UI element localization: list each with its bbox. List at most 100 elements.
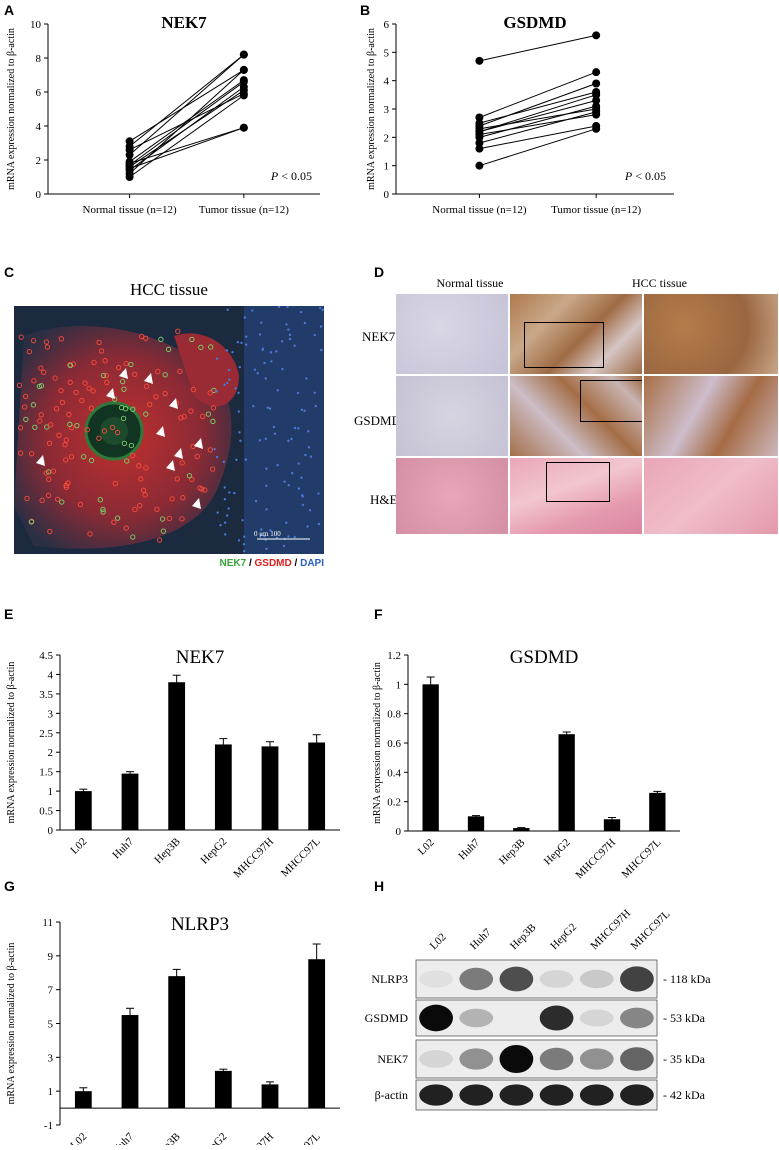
row-label-gsdmd: GSDMD <box>354 413 401 428</box>
nucleus <box>263 535 266 538</box>
y-tick-label: 5 <box>48 1019 54 1031</box>
point-normal <box>475 139 484 147</box>
cell <box>143 383 150 389</box>
pair-line <box>479 71 597 118</box>
cell <box>158 336 164 342</box>
cell <box>165 346 172 352</box>
band <box>499 966 534 992</box>
band <box>539 1047 574 1071</box>
nucleus <box>273 432 277 436</box>
blot-size: - 42 kDa <box>663 1088 706 1102</box>
y-tick-label: 1 <box>48 1086 54 1098</box>
cell <box>179 460 185 466</box>
cell <box>123 525 129 531</box>
nucleus <box>261 348 264 352</box>
lane-label: HepG2 <box>548 921 579 952</box>
cell <box>210 466 216 472</box>
cell <box>30 402 37 408</box>
nucleus <box>242 543 246 546</box>
point-normal <box>475 56 484 65</box>
pair-line <box>129 94 245 178</box>
cell <box>210 418 216 424</box>
pair-line <box>479 114 597 135</box>
nucleus <box>277 306 281 309</box>
y-tick-label: -1 <box>44 1120 53 1132</box>
y-tick-label: 8 <box>36 53 42 65</box>
point-normal <box>475 119 484 128</box>
band <box>539 970 574 988</box>
cell <box>119 379 126 385</box>
band <box>459 1048 494 1070</box>
y-tick-label: 1 <box>384 161 390 173</box>
nucleus <box>239 439 242 442</box>
row-label-he: H&E <box>370 492 398 507</box>
cell <box>143 411 149 417</box>
y-tick-label: 3.5 <box>39 689 53 701</box>
cell <box>82 380 88 386</box>
cell <box>155 368 161 375</box>
cell <box>58 336 65 342</box>
point-normal <box>475 161 484 170</box>
y-axis-label: mRNA expression normalized to β-actin <box>366 28 377 190</box>
cell <box>28 519 35 525</box>
y-tick-label: 5 <box>384 47 390 59</box>
cell <box>180 495 186 501</box>
bar <box>558 734 575 831</box>
cell <box>96 339 102 346</box>
cell <box>91 359 97 366</box>
cell <box>88 405 95 411</box>
cell <box>175 328 181 334</box>
point-normal <box>125 137 134 146</box>
cell <box>112 396 118 402</box>
y-tick-label: 1 <box>396 679 402 691</box>
cell <box>22 404 28 410</box>
cell <box>208 344 214 350</box>
point-normal <box>125 157 134 166</box>
cell <box>55 496 61 502</box>
paired-scatter-chart-a: 0 2 4 6 8 10 Normal tissue (n=12) Tumor tissue … <box>6 13 320 216</box>
y-tick-label: 10 <box>30 19 42 31</box>
cell <box>39 497 45 503</box>
nucleus <box>287 439 290 443</box>
nucleus <box>290 437 293 441</box>
cell <box>188 408 194 414</box>
nucleus <box>317 492 320 495</box>
cell <box>56 432 62 438</box>
cell <box>43 470 49 476</box>
cell <box>198 344 204 350</box>
point-tumor <box>592 88 601 96</box>
band <box>459 1008 494 1028</box>
cell <box>17 425 24 431</box>
band <box>499 1044 534 1074</box>
cell <box>140 487 147 493</box>
y-tick-label: 0.8 <box>387 709 401 721</box>
nucleus <box>264 377 267 380</box>
panel-h: L02 Huh7 Hep3B HepG2 MHCC97H MHCC97L NLRP3 - 11… <box>352 880 777 1145</box>
nucleus <box>319 306 322 310</box>
fluorescence-image: 0 μm 100 <box>14 306 324 554</box>
cell <box>189 476 195 483</box>
pair-line <box>479 128 597 167</box>
nucleus <box>280 340 284 343</box>
y-tick-label: 3 <box>384 104 390 116</box>
pair-line <box>129 81 245 166</box>
band <box>539 1005 574 1031</box>
cell <box>136 463 142 469</box>
y-axis-label: mRNA expression normalized to β-actin <box>6 943 17 1105</box>
pair-line <box>129 127 244 164</box>
cell <box>44 424 50 430</box>
nucleus <box>227 507 230 510</box>
band <box>620 966 654 992</box>
legend-item: NEK7 <box>219 558 247 569</box>
bar <box>308 959 326 1109</box>
cell <box>79 397 85 404</box>
x-tick-label: MHCC97L <box>279 835 323 879</box>
col-header-hcc: HCC tissue <box>631 276 687 290</box>
band <box>419 1084 453 1106</box>
ihc-nek7-normal <box>396 294 508 374</box>
nucleus <box>260 321 263 324</box>
cell <box>205 411 212 417</box>
cell <box>128 361 134 368</box>
cell <box>102 358 108 364</box>
col-header-normal: Normal tissue <box>436 276 504 290</box>
